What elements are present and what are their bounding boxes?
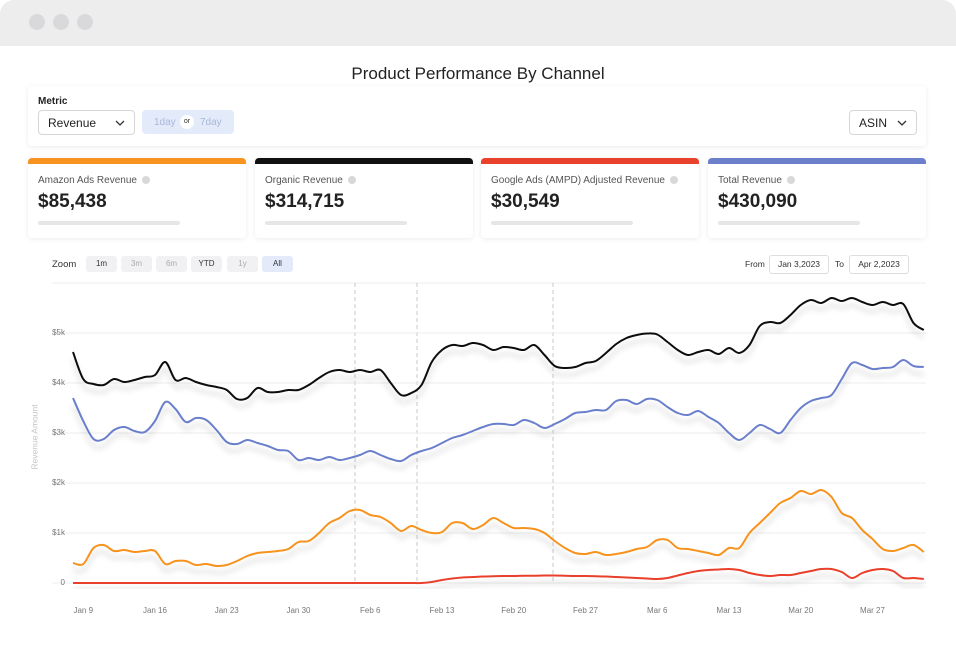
card-label: Total Revenue	[718, 175, 795, 186]
zoom-button[interactable]: 1y	[227, 256, 258, 272]
x-tick-label: Mar 13	[717, 606, 742, 615]
zoom-button[interactable]: 3m	[121, 256, 152, 272]
toggle-option[interactable]: 7day	[200, 117, 222, 128]
x-tick-label: Jan 9	[73, 606, 93, 615]
series-line	[72, 488, 925, 568]
metric-dropdown[interactable]: Revenue	[38, 110, 135, 135]
to-label: To	[835, 259, 844, 269]
window-dot	[29, 14, 45, 30]
metric-value: Revenue	[48, 115, 97, 130]
card-value: $314,715	[265, 191, 345, 212]
interval-toggle[interactable]: 1day or 7day	[142, 110, 234, 134]
card-label: Google Ads (AMPD) Adjusted Revenue	[491, 175, 678, 186]
y-tick-label: $2k	[52, 478, 66, 487]
card-accent	[708, 158, 926, 164]
card-progress	[265, 221, 407, 225]
series-line	[72, 359, 924, 463]
card-label: Organic Revenue	[265, 175, 356, 186]
card-progress	[718, 221, 860, 225]
card-label: Amazon Ads Revenue	[38, 175, 150, 186]
stat-card: Amazon Ads Revenue $85,438	[28, 158, 246, 238]
card-progress	[491, 221, 633, 225]
info-icon[interactable]	[347, 176, 356, 184]
card-progress	[38, 221, 180, 225]
series-line	[73, 567, 924, 585]
window-dot	[77, 14, 93, 30]
card-value: $430,090	[718, 191, 798, 212]
info-icon[interactable]	[141, 176, 150, 184]
x-tick-label: Mar 6	[647, 606, 668, 615]
zoom-label: Zoom	[52, 259, 77, 270]
x-tick-label: Jan 23	[215, 606, 240, 615]
info-icon[interactable]	[669, 176, 678, 184]
from-label: From	[745, 259, 765, 269]
x-tick-label: Feb 13	[430, 606, 455, 615]
stat-card: Google Ads (AMPD) Adjusted Revenue $30,54…	[481, 158, 699, 238]
y-tick-label: $4k	[52, 378, 66, 387]
y-tick-label: $3k	[52, 428, 66, 437]
x-tick-label: Feb 27	[573, 606, 598, 615]
asin-value: ASIN	[859, 115, 888, 130]
y-tick-label: $1k	[52, 528, 66, 537]
metric-label: Metric	[38, 96, 68, 107]
card-value: $85,438	[38, 191, 107, 212]
stat-card: Organic Revenue $314,715	[255, 158, 473, 238]
from-date[interactable]: Jan 3,2023	[769, 255, 829, 274]
x-tick-label: Feb 20	[501, 606, 526, 615]
zoom-button[interactable]: YTD	[191, 256, 222, 272]
stat-card: Total Revenue $430,090	[708, 158, 926, 238]
toggle-option[interactable]: 1day	[154, 117, 176, 128]
chevron	[897, 120, 907, 126]
browser-chrome	[0, 0, 956, 46]
y-tick-label: 0	[61, 578, 66, 587]
card-accent	[28, 158, 246, 164]
y-axis-label: Revenue Amount	[29, 404, 39, 470]
page-title: Product Performance By Channel	[351, 64, 605, 83]
zoom-button[interactable]: 1m	[86, 256, 117, 272]
x-tick-label: Feb 6	[360, 606, 381, 615]
x-tick-label: Jan 16	[143, 606, 168, 615]
series-line	[72, 296, 925, 401]
window-dot	[53, 14, 69, 30]
card-accent	[481, 158, 699, 164]
card-value: $30,549	[491, 191, 560, 212]
zoom-button[interactable]: All	[262, 256, 293, 272]
toggle-knob: or	[180, 115, 194, 129]
x-tick-label: Mar 20	[788, 606, 813, 615]
x-tick-label: Mar 27	[860, 606, 885, 615]
zoom-button[interactable]: 6m	[156, 256, 187, 272]
y-tick-label: $5k	[52, 328, 66, 337]
to-date[interactable]: Apr 2,2023	[849, 255, 909, 274]
card-accent	[255, 158, 473, 164]
chevron	[115, 120, 125, 126]
info-icon[interactable]	[786, 176, 795, 184]
asin-dropdown[interactable]: ASIN	[849, 110, 917, 135]
x-tick-label: Jan 30	[286, 606, 311, 615]
